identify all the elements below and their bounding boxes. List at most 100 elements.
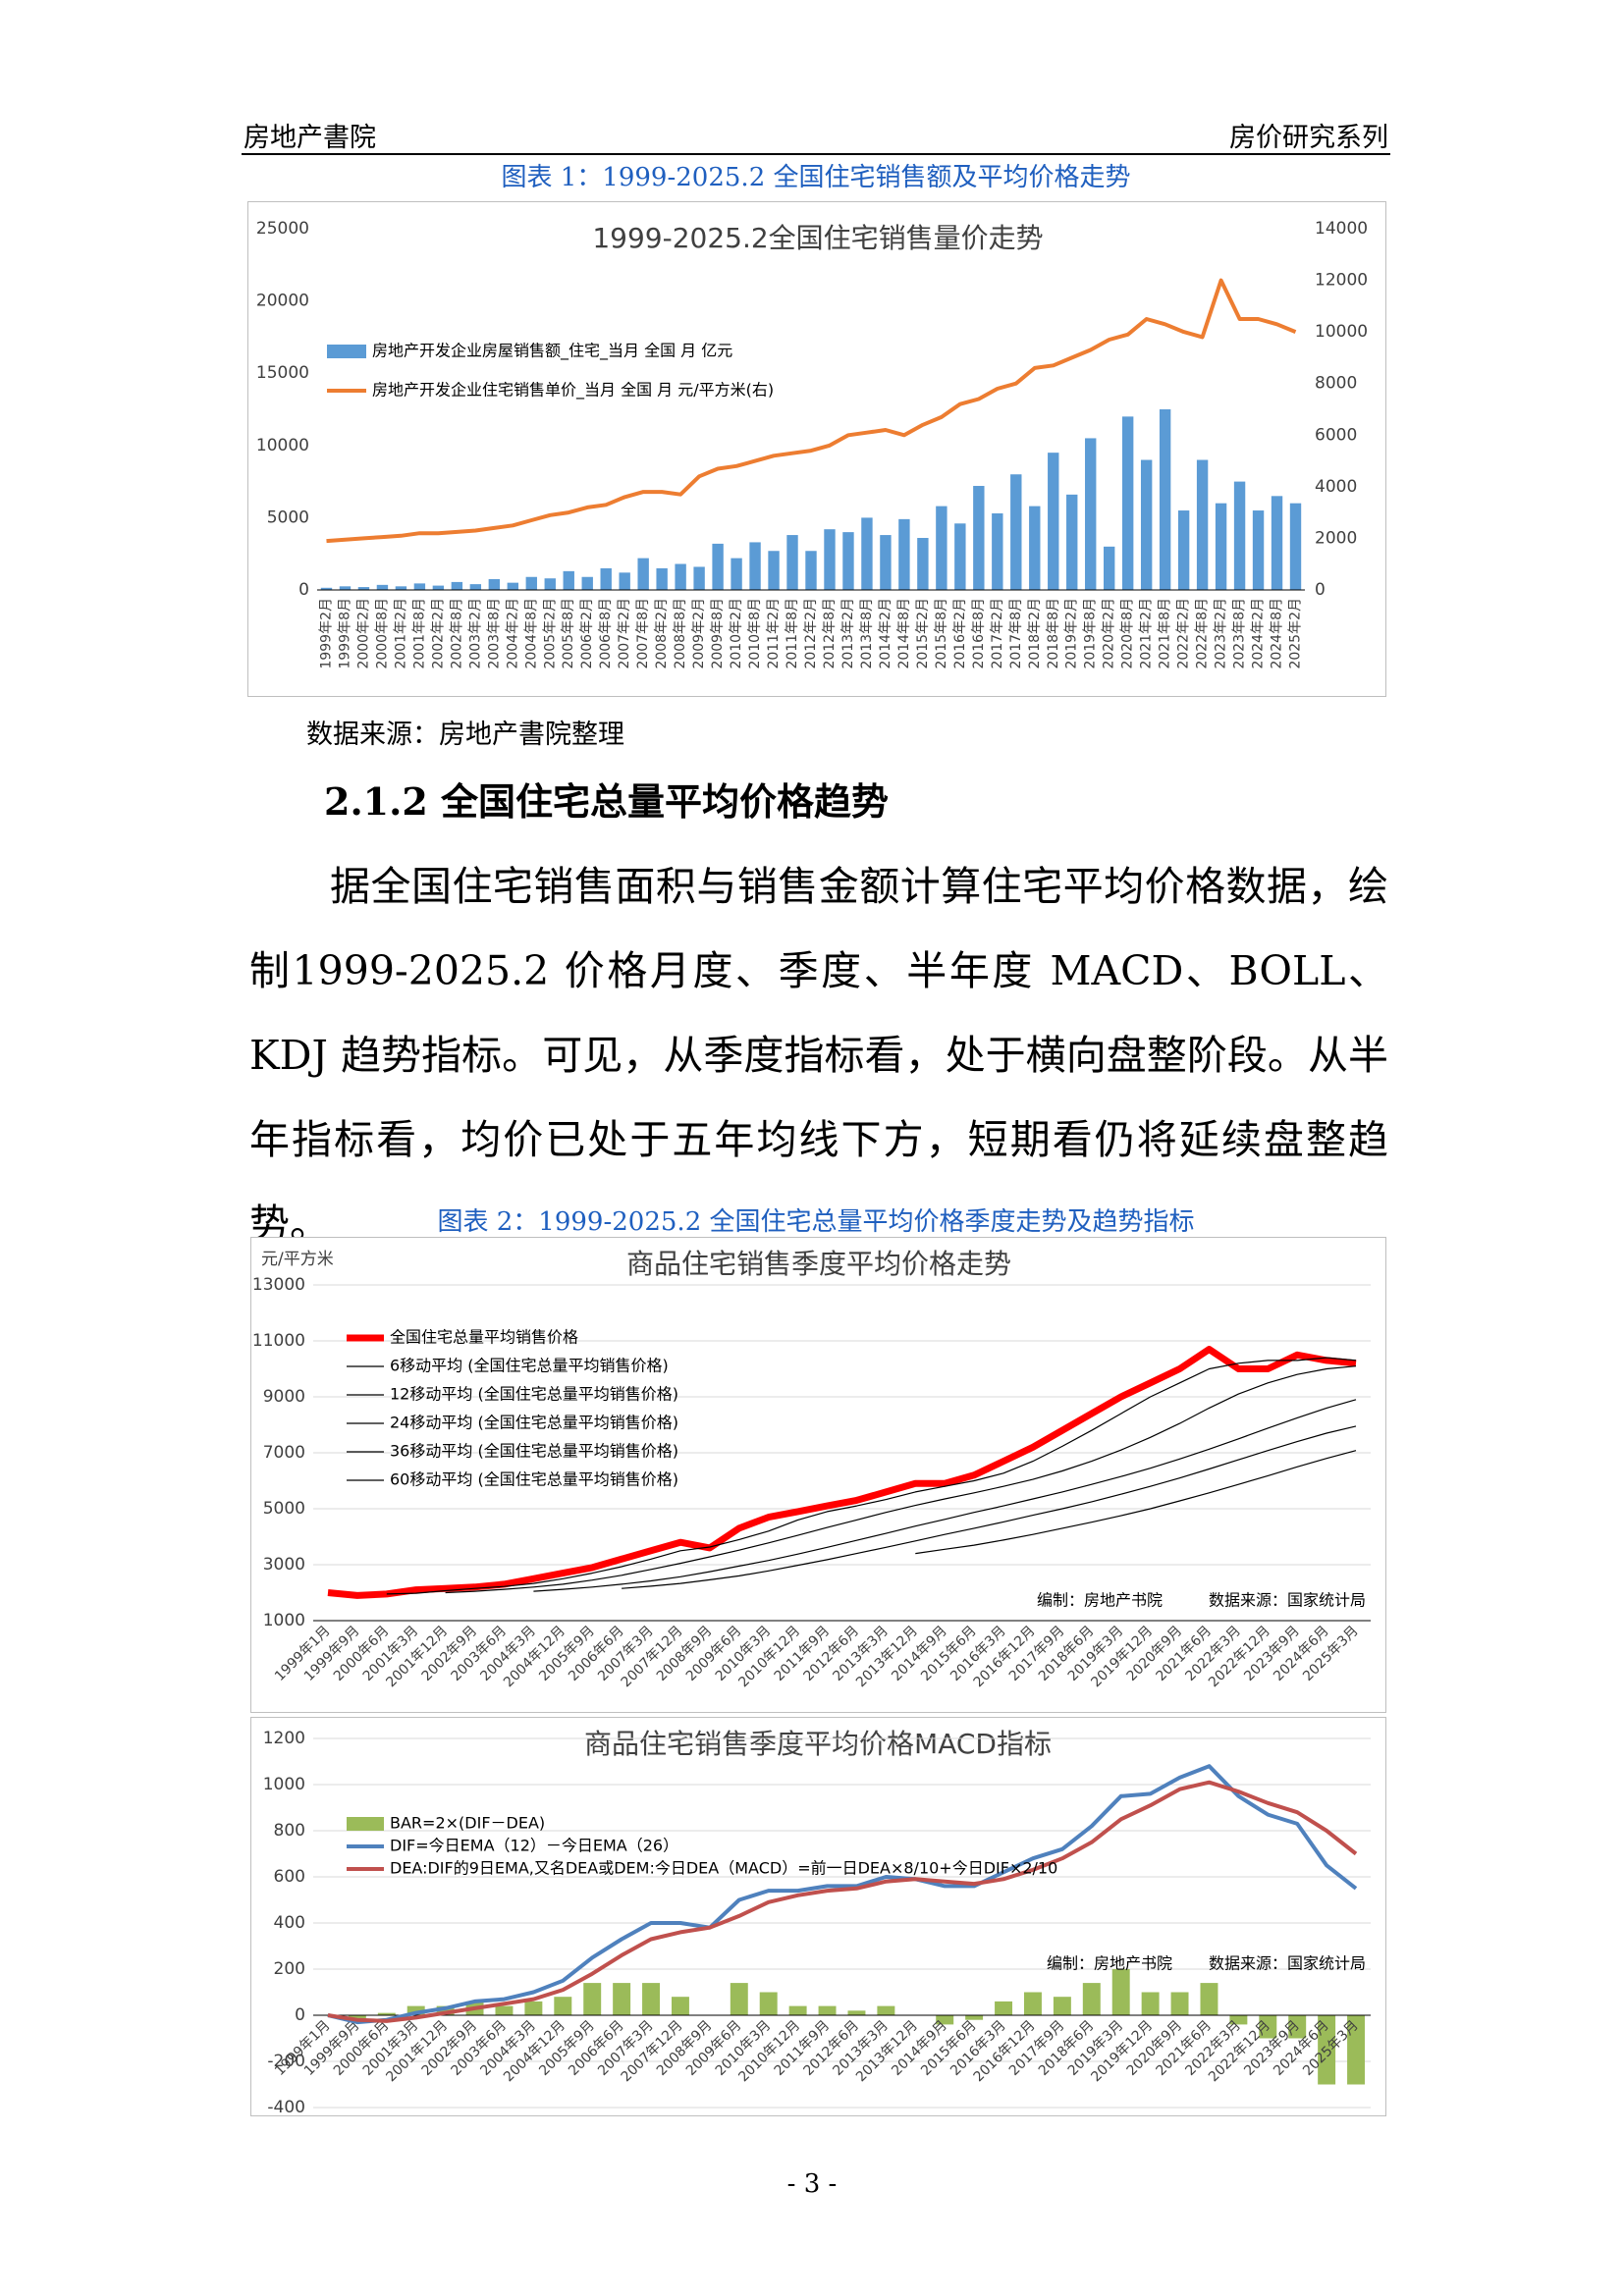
bar	[818, 2005, 837, 2015]
bar	[954, 523, 966, 590]
y2-tick-label: 0	[1315, 580, 1326, 600]
y-tick-label: 7000	[263, 1443, 305, 1463]
y-tick-label: -400	[267, 2098, 305, 2116]
bar	[1271, 496, 1283, 590]
bar	[1121, 416, 1134, 590]
x-tick-label: 2007年8月	[635, 598, 651, 669]
bar	[619, 572, 630, 590]
y-tick-label: 200	[274, 1959, 305, 1979]
x-tick-label: 2024年8月	[1270, 598, 1285, 669]
bar	[1053, 1997, 1071, 2015]
series-line	[327, 1346, 1357, 1599]
x-tick-label: 2000年2月	[355, 598, 371, 669]
x-tick-label: 2025年2月	[1288, 598, 1304, 669]
x-tick-label: 2019年8月	[1083, 598, 1099, 669]
bar	[488, 578, 501, 590]
y-tick-label: 3000	[263, 1555, 305, 1575]
bar	[805, 551, 817, 590]
x-tick-label: 2008年8月	[673, 598, 688, 669]
bar	[1159, 409, 1171, 590]
bar	[877, 2005, 895, 2015]
x-tick-label: 2023年8月	[1232, 598, 1248, 669]
x-tick-label: 2020年2月	[1102, 598, 1117, 669]
y-tick-label: 11000	[252, 1331, 305, 1351]
x-tick-label: 2019年2月	[1064, 598, 1080, 669]
y-tick-label: 25000	[256, 219, 309, 239]
bar	[1252, 510, 1265, 590]
bar	[339, 586, 352, 590]
bar	[1104, 546, 1115, 590]
y-tick-label: 400	[274, 1913, 305, 1933]
bar	[320, 587, 333, 590]
bar	[469, 584, 482, 590]
legend-label: 全国住宅总量平均销售价格	[390, 1328, 578, 1347]
bar	[824, 529, 836, 590]
y-tick-label: 1200	[263, 1729, 305, 1748]
bar	[1140, 459, 1153, 590]
bar	[1010, 474, 1022, 590]
y-tick-label: 5000	[267, 507, 309, 527]
bar	[936, 506, 947, 590]
bar	[965, 2015, 984, 2020]
x-tick-label: 2022年2月	[1176, 598, 1192, 669]
x-tick-label: 2022年8月	[1195, 598, 1211, 669]
bar	[544, 578, 556, 590]
x-tick-label: 2018年8月	[1046, 598, 1061, 669]
annotation: 数据来源：国家统计局	[1209, 1954, 1366, 1973]
x-tick-label: 2001年8月	[411, 598, 427, 669]
y2-tick-label: 4000	[1315, 477, 1357, 497]
y-tick-label: 1000	[263, 1775, 305, 1794]
chart-title: 1999-2025.2全国住宅销售量价走势	[592, 222, 1043, 254]
x-tick-label: 2007年2月	[617, 598, 632, 669]
bar	[749, 542, 761, 590]
x-tick-label: 2002年8月	[449, 598, 464, 669]
bar	[451, 581, 463, 590]
bar	[1082, 1983, 1101, 2015]
bar	[1141, 1992, 1160, 2015]
x-tick-label: 2008年2月	[654, 598, 670, 669]
x-tick-label: 2021年2月	[1139, 598, 1155, 669]
legend-label: 房地产开发企业住宅销售单价_当月 全国 月 元/平方米(右)	[372, 381, 774, 400]
x-tick-label: 2013年8月	[859, 598, 875, 669]
bar	[842, 532, 854, 590]
x-tick-label: 2006年8月	[598, 598, 614, 669]
x-tick-label: 2012年8月	[822, 598, 838, 669]
x-tick-label: 2010年2月	[729, 598, 744, 669]
bar	[1289, 503, 1302, 590]
y-tick-label: 600	[274, 1867, 305, 1887]
bar	[1066, 494, 1078, 590]
y2-tick-label: 12000	[1315, 271, 1368, 291]
bar	[788, 2005, 807, 2015]
y-tick-label: 15000	[256, 363, 309, 383]
annotation: 数据来源：国家统计局	[1209, 1591, 1366, 1610]
x-tick-label: 2001年2月	[393, 598, 408, 669]
y-tick-label: -200	[267, 2052, 305, 2071]
x-tick-label: 2017年2月	[990, 598, 1005, 669]
legend-label: 12移动平均 (全国住宅总量平均销售价格)	[390, 1385, 678, 1404]
x-tick-label: 2024年2月	[1251, 598, 1267, 669]
bar	[847, 2010, 866, 2015]
x-tick-label: 2011年2月	[766, 598, 782, 669]
bar	[436, 2005, 455, 2015]
x-tick-label: 2015年8月	[934, 598, 949, 669]
x-tick-label: 2003年8月	[486, 598, 502, 669]
annotation: 编制：房地产书院	[1047, 1954, 1172, 1973]
bar	[1229, 2015, 1248, 2025]
bar	[731, 558, 742, 590]
x-tick-label: 2003年2月	[467, 598, 483, 669]
chart: 商品住宅销售季度平均价格MACD指标 -400 -200 0 200 400 600 800 1…	[250, 1717, 1386, 2116]
series-line	[326, 278, 1297, 544]
bar	[642, 1983, 661, 2015]
bar	[1233, 481, 1246, 590]
chart: 1999-2025.2全国住宅销售量价走势 0 5000 10000 15000 2000…	[247, 201, 1386, 697]
y-tick-label: 800	[274, 1821, 305, 1841]
y-tick-label: 0	[298, 580, 309, 600]
x-tick-label: 2000年8月	[374, 598, 390, 669]
bar	[1029, 506, 1041, 590]
y-tick-label: 9000	[263, 1387, 305, 1407]
legend-label: 36移动平均 (全国住宅总量平均销售价格)	[390, 1442, 678, 1461]
x-tick-label: 2004年8月	[523, 598, 539, 669]
bar	[768, 551, 780, 590]
bar	[1177, 510, 1190, 590]
bar	[432, 585, 445, 590]
